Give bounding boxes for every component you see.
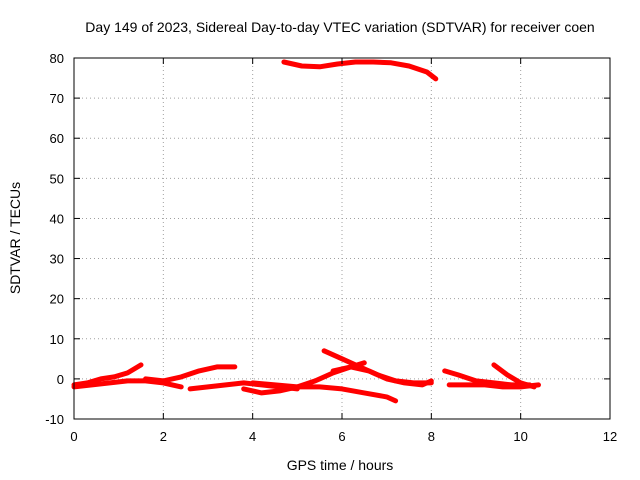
x-tick-label: 2 [160,429,167,444]
series-group [71,59,541,404]
series-line-s8 [330,364,434,388]
series-line-s12 [491,362,537,390]
x-tick-label: 10 [513,429,527,444]
y-tick-label: 50 [50,171,64,186]
axis-ticks: 0 2 4 6 8 10 12 -10 0 10 20 30 40 50 60 70 80 [45,51,617,444]
grid-lines [74,58,610,419]
series-line-s9 [281,59,439,82]
y-tick-label: 60 [50,131,64,146]
x-axis-label: GPS time / hours [287,457,394,473]
y-tick-label: -10 [45,412,64,427]
x-tick-label: 12 [603,429,617,444]
series-line-s3 [143,364,238,384]
y-tick-label: 80 [50,51,64,66]
x-tick-label: 0 [70,429,77,444]
chart-title: Day 149 of 2023, Sidereal Day-to-day VTE… [85,19,594,35]
x-tick-label: 8 [428,429,435,444]
y-tick-label: 0 [57,372,64,387]
y-tick-label: 40 [50,211,64,226]
x-tick-label: 4 [249,429,256,444]
series-line-s6 [250,380,399,404]
y-tick-label: 10 [50,332,64,347]
y-axis-label: SDTVAR / TECUs [7,182,23,294]
x-tick-label: 6 [338,429,345,444]
y-tick-label: 30 [50,252,64,267]
y-tick-label: 20 [50,292,64,307]
series-line-s11 [446,382,541,390]
y-tick-label: 70 [50,91,64,106]
